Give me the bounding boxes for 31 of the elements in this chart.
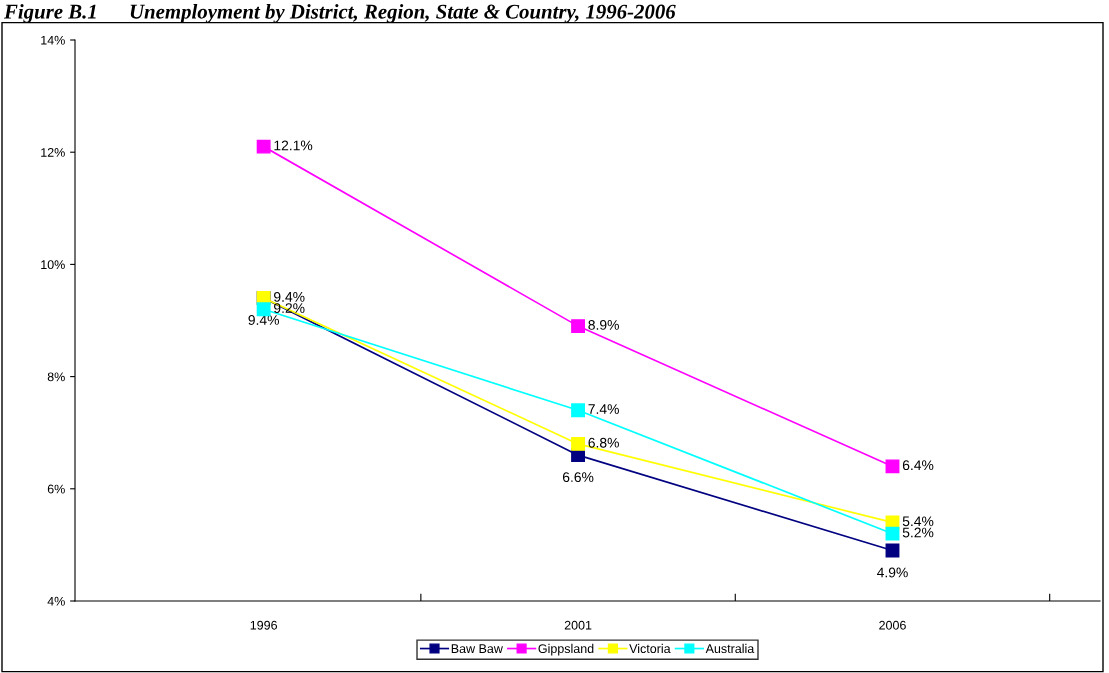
point: [885, 526, 900, 541]
x-tick-label: 1996: [250, 620, 278, 630]
data-label: 9.4%: [248, 315, 279, 325]
point: [571, 403, 586, 418]
point: [885, 459, 900, 474]
legend-label: Victoria: [629, 643, 671, 654]
chart-title: Figure B.1 Unemployment by District, Region, State & Country, 1996-2006: [3, 4, 676, 23]
data-label: 5.4%: [902, 516, 934, 527]
y-tick-label: 12%: [41, 148, 65, 157]
data-label: 9.4%: [274, 291, 305, 302]
data-label: 7.4%: [588, 404, 619, 414]
legend-label: Baw Baw: [451, 644, 503, 654]
data-label: 6.6%: [562, 472, 594, 483]
data-label: 6.8%: [588, 437, 619, 448]
y-tick-label: 14%: [41, 35, 65, 45]
data-label: 6.4%: [902, 460, 934, 471]
x-tick-label: 2001: [564, 620, 592, 630]
x-tick-label: 2006: [879, 620, 906, 630]
y-tick-label: 8%: [47, 372, 65, 382]
y-tick-label: 10%: [41, 260, 65, 270]
data-label: 12.1%: [274, 140, 313, 151]
legend-label: Australia: [705, 643, 755, 654]
data-label: 5.2%: [902, 527, 934, 538]
point: [571, 319, 586, 334]
y-tick-label: 6%: [47, 484, 65, 494]
point: [571, 436, 586, 451]
y-tick-label: 4%: [47, 596, 65, 606]
data-label: 4.9%: [876, 567, 908, 578]
data-label: 8.9%: [588, 320, 619, 330]
legend-label: Gippsland: [538, 643, 594, 656]
point: [256, 139, 271, 154]
